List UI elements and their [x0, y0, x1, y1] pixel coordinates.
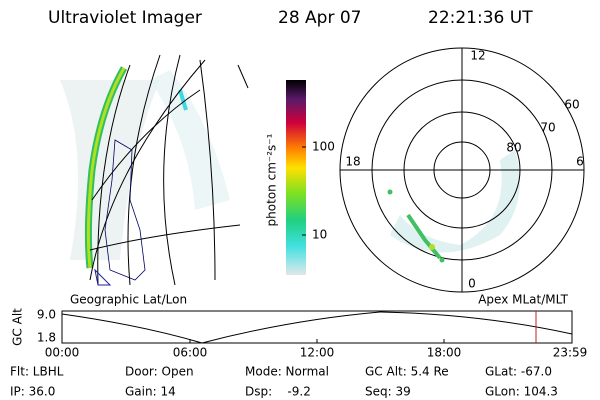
polar-plot: [339, 47, 585, 293]
footer-field: Flt: LBHL: [10, 365, 64, 379]
mlt-label: 18: [345, 155, 360, 169]
geographic-image: [60, 54, 249, 286]
colorbar-tick-label: 100: [312, 140, 335, 154]
x-tick-label: 23:59: [553, 346, 588, 360]
mlt-label: 0: [468, 277, 476, 291]
footer-field: Dsp: -9.2: [245, 385, 311, 399]
time: 22:21:36 UT: [428, 8, 533, 28]
footer-field: Gain: 14: [125, 385, 176, 399]
date: 28 Apr 07: [278, 8, 361, 28]
x-tick-label: 06:00: [173, 346, 208, 360]
lat-label: 60: [564, 98, 579, 112]
panel-label: Apex MLat/MLT: [478, 293, 568, 307]
colorbar-tick-label: 10: [312, 228, 327, 242]
footer-field: IP: 36.0: [10, 385, 55, 399]
y-tick-label: 9.0: [37, 308, 56, 322]
title: Ultraviolet Imager: [48, 8, 202, 28]
colorbar: [286, 80, 306, 275]
x-tick-label: 12:00: [300, 346, 335, 360]
footer-field: GLat: -67.0: [485, 365, 552, 379]
lat-label: 80: [506, 141, 521, 155]
footer-field: Seq: 39: [365, 385, 411, 399]
y-tick-label: 1.8: [37, 331, 56, 345]
panel-label: Geographic Lat/Lon: [70, 293, 187, 307]
mlt-label: 12: [470, 49, 485, 63]
y-axis-label: GC Alt: [11, 308, 25, 346]
footer-field: GC Alt: 5.4 Re: [365, 365, 449, 379]
x-tick-label: 18:00: [427, 346, 462, 360]
altitude-plot: [61, 310, 573, 344]
footer: Flt: LBHL Door: Open Mode: Normal GC Alt: 5…: [10, 365, 558, 399]
footer-field: Mode: Normal: [245, 365, 329, 379]
colorbar-label: photon cm⁻²s⁻¹: [265, 133, 279, 226]
lat-label: 70: [540, 121, 555, 135]
mlt-label: 6: [576, 155, 584, 169]
footer-field: Door: Open: [125, 365, 194, 379]
x-tick-label: 00:00: [45, 346, 80, 360]
footer-field: GLon: 104.3: [485, 385, 558, 399]
